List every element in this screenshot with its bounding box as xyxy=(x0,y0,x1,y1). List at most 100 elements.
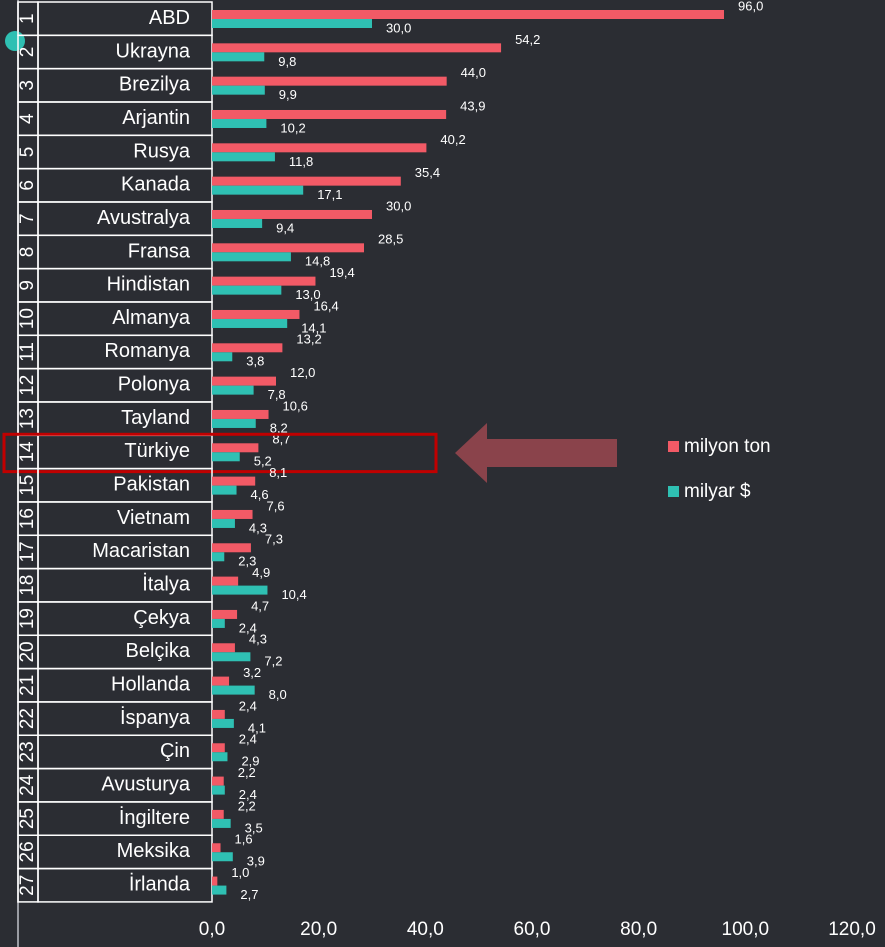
rank-label: 7 xyxy=(17,213,38,224)
bar xyxy=(212,109,447,119)
rank-label: 1 xyxy=(17,13,38,24)
bar xyxy=(212,785,225,795)
value-label: 7,6 xyxy=(267,498,285,513)
bar xyxy=(212,418,256,428)
bar xyxy=(212,585,268,595)
bar xyxy=(212,209,372,219)
value-label: 7,8 xyxy=(268,387,286,402)
bar xyxy=(212,476,256,486)
value-label: 2,4 xyxy=(239,732,257,747)
rank-label: 2 xyxy=(17,47,38,58)
category-label: Brezilya xyxy=(119,74,191,96)
legend-label: milyon ton xyxy=(684,436,771,457)
bar xyxy=(212,443,259,453)
value-label: 13,2 xyxy=(296,332,321,347)
x-tick-label: 20,0 xyxy=(300,919,337,940)
value-label: 3,5 xyxy=(245,820,263,835)
rank-label: 3 xyxy=(17,80,38,91)
category-label: Çin xyxy=(160,740,190,762)
x-tick-label: 100,0 xyxy=(722,919,770,940)
value-label: 2,4 xyxy=(239,787,257,802)
value-label: 4,6 xyxy=(251,487,269,502)
bar xyxy=(212,718,234,728)
rank-label: 13 xyxy=(17,408,38,429)
bar xyxy=(212,709,225,719)
value-label: 3,8 xyxy=(246,354,264,369)
value-label: 1,0 xyxy=(231,865,249,880)
value-label: 10,6 xyxy=(283,398,308,413)
value-label: 2,7 xyxy=(240,887,258,902)
value-label: 2,2 xyxy=(238,798,256,813)
value-label: 9,8 xyxy=(278,54,296,69)
category-label: İrlanda xyxy=(129,873,191,896)
legend-swatch xyxy=(668,486,679,497)
value-label: 54,2 xyxy=(515,32,540,47)
bar xyxy=(212,518,235,528)
rank-label: 6 xyxy=(17,180,38,191)
bar xyxy=(212,452,240,462)
rank-label: 27 xyxy=(17,875,38,896)
rank-label: 14 xyxy=(17,441,38,463)
rank-label: 17 xyxy=(17,541,38,562)
bar xyxy=(212,876,218,886)
legend-label: milyar $ xyxy=(684,481,751,502)
arrow xyxy=(455,423,617,483)
value-label: 3,9 xyxy=(247,854,265,869)
rank-label: 12 xyxy=(17,375,38,396)
bar xyxy=(212,352,233,362)
category-label: Tayland xyxy=(121,407,190,429)
value-label: 44,0 xyxy=(461,65,486,80)
rank-label: 24 xyxy=(17,774,38,796)
bar xyxy=(212,276,316,286)
value-label: 14,8 xyxy=(305,254,330,269)
rank-label: 19 xyxy=(17,608,38,629)
bar xyxy=(212,118,267,128)
value-label: 14,1 xyxy=(301,320,326,335)
category-label: ABD xyxy=(149,7,190,29)
category-label: Hollanda xyxy=(111,674,191,696)
rank-label: 8 xyxy=(17,247,38,258)
value-label: 3,2 xyxy=(243,665,261,680)
bar xyxy=(212,385,254,395)
category-label: Macaristan xyxy=(92,540,190,562)
rank-label: 21 xyxy=(17,675,38,696)
category-label: Almanya xyxy=(112,307,191,329)
highlight-box xyxy=(2,432,438,474)
bar xyxy=(212,185,304,195)
rank-label: 4 xyxy=(17,113,38,124)
bar xyxy=(212,743,225,753)
value-label: 7,2 xyxy=(264,654,282,669)
value-label: 8,1 xyxy=(269,465,287,480)
bar xyxy=(212,609,238,619)
value-label: 2,4 xyxy=(239,698,257,713)
value-label: 4,9 xyxy=(252,565,270,580)
rank-label: 25 xyxy=(17,808,38,829)
bar xyxy=(212,818,231,828)
rank-label: 15 xyxy=(17,475,38,496)
bar xyxy=(212,618,225,628)
bar xyxy=(212,52,265,62)
bar xyxy=(212,852,233,862)
value-label: 9,9 xyxy=(279,87,297,102)
category-label: İspanya xyxy=(120,706,191,729)
bar xyxy=(212,409,269,419)
value-label: 40,2 xyxy=(440,132,465,147)
category-label: Romanya xyxy=(104,340,190,362)
bar xyxy=(212,152,275,162)
bar xyxy=(212,318,288,328)
category-label: Ukrayna xyxy=(116,40,191,62)
value-label: 12,0 xyxy=(290,365,315,380)
x-tick-label: 120,0 xyxy=(828,919,876,940)
rank-label: 22 xyxy=(17,708,38,729)
bar xyxy=(212,652,251,662)
value-label: 10,4 xyxy=(281,587,306,602)
rank-label: 18 xyxy=(17,575,38,596)
category-label: Türkiye xyxy=(124,440,190,462)
category-label: Kanada xyxy=(121,174,191,196)
bar xyxy=(212,576,239,586)
value-label: 11,8 xyxy=(289,154,313,169)
category-label: Vietnam xyxy=(117,507,190,529)
bar xyxy=(212,885,227,895)
bar xyxy=(212,809,224,819)
